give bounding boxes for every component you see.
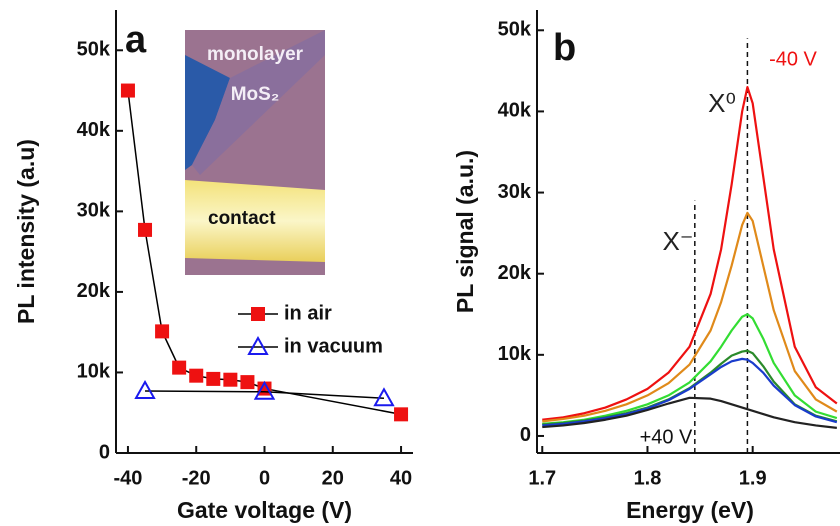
y-tick-label: 30k <box>77 200 111 222</box>
x-tick-label: -40 <box>113 467 142 489</box>
annotation: -40 V <box>769 48 817 70</box>
point <box>240 375 254 389</box>
y-tick-label: 0 <box>99 441 110 463</box>
x-axis-label: Gate voltage (V) <box>177 497 352 523</box>
inset-text: MoS₂ <box>231 84 280 105</box>
y-axis-label: PL signal (a.u.) <box>452 150 478 313</box>
x-tick-label: 40 <box>390 467 412 489</box>
x-tick-label: 0 <box>259 467 270 489</box>
annotation: X⁰ <box>708 88 736 118</box>
y-tick-label: 40k <box>498 100 532 122</box>
y-tick-label: 30k <box>498 181 532 203</box>
y-tick-label: 50k <box>77 39 111 61</box>
panel-label: b <box>553 27 576 69</box>
x-axis-label: Energy (eV) <box>626 497 754 523</box>
legend-marker <box>249 338 267 354</box>
inset-photo: monolayer MoS₂ contact <box>185 30 325 275</box>
y-tick-label: 50k <box>498 19 532 41</box>
annotation: +40 V <box>640 426 693 448</box>
y-tick-label: 40k <box>77 119 111 141</box>
y-tick-label: 20k <box>77 280 111 302</box>
point <box>223 373 237 387</box>
point <box>172 361 186 375</box>
series-line <box>542 314 837 424</box>
point <box>189 369 203 383</box>
y-axis-label: PL intensity (a.u) <box>13 139 39 324</box>
annotation: X⁻ <box>662 226 693 256</box>
legend-label: in air <box>284 302 332 324</box>
legend-label: in vacuum <box>284 335 383 357</box>
point <box>136 382 154 398</box>
x-tick-label: -20 <box>182 467 211 489</box>
panel-label: a <box>125 19 147 61</box>
y-tick-label: 0 <box>520 424 531 446</box>
inset-text: contact <box>208 208 276 229</box>
legend-marker <box>251 307 265 321</box>
y-tick-label: 20k <box>498 262 532 284</box>
point <box>206 372 220 386</box>
y-tick-label: 10k <box>498 343 532 365</box>
point <box>394 407 408 421</box>
x-tick-label: 1.8 <box>634 467 662 489</box>
inset-text: monolayer <box>207 44 304 65</box>
point <box>121 84 135 98</box>
x-tick-label: 1.7 <box>528 467 556 489</box>
point <box>138 223 152 237</box>
x-tick-label: 20 <box>322 467 344 489</box>
y-tick-label: 10k <box>77 361 111 383</box>
x-tick-label: 1.9 <box>739 467 767 489</box>
figure: monolayer MoS₂ contact 0 10k 20k 30k 40k 50k -… <box>0 0 840 526</box>
point <box>155 324 169 338</box>
